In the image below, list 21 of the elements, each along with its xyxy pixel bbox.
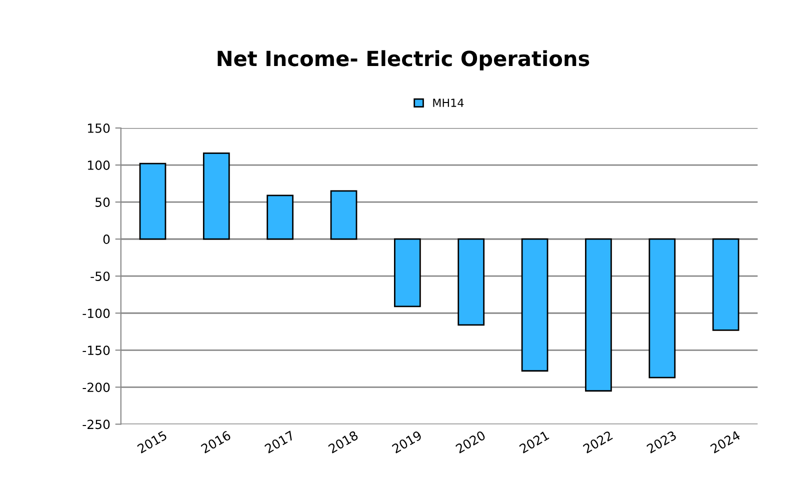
bar xyxy=(266,194,294,240)
y-tick-label: 100 xyxy=(88,160,110,170)
y-tick-label: -150 xyxy=(82,346,110,356)
y-tick-label: -50 xyxy=(90,272,110,282)
bar xyxy=(202,152,230,240)
chart-title: Net Income- Electric Operations xyxy=(218,50,590,70)
y-tick-label: 150 xyxy=(88,123,110,133)
bar xyxy=(458,238,485,326)
bar xyxy=(394,238,421,308)
y-tick-label: -200 xyxy=(82,382,110,392)
bar xyxy=(648,238,676,378)
y-tick-label: -100 xyxy=(82,308,110,318)
bar xyxy=(521,238,548,372)
bar xyxy=(712,238,740,331)
bar xyxy=(330,190,358,240)
y-tick-label: 0 xyxy=(103,234,110,244)
bar xyxy=(139,162,166,240)
legend-label: MH14 xyxy=(433,98,464,107)
y-tick-label: 50 xyxy=(96,198,110,207)
y-tick-label: -250 xyxy=(82,420,110,430)
bar xyxy=(585,238,612,392)
